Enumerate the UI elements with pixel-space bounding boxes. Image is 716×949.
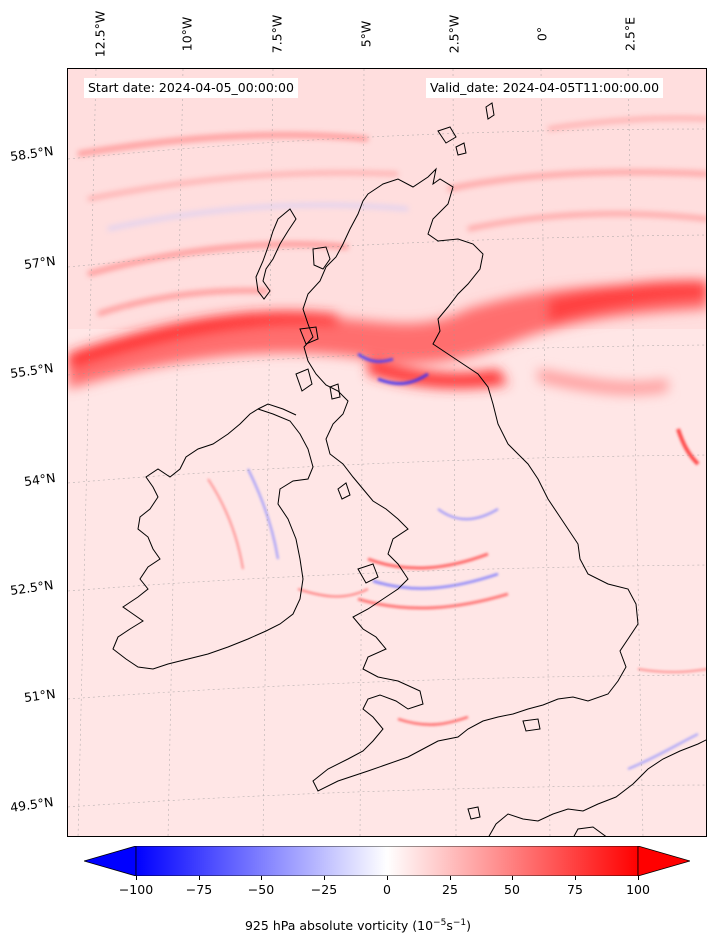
coastline: [112, 102, 706, 836]
coastline-mull: [299, 326, 319, 345]
colorbar-tickmark: [324, 876, 325, 880]
colorbar-tick-label: 25: [442, 882, 458, 897]
graticule: [68, 69, 706, 836]
coastline-france: [488, 739, 706, 836]
lon-label-2-5e: 2.5°E: [622, 16, 638, 52]
lat-label-51n: 51°N: [23, 685, 57, 706]
vorticity-band-main: [68, 280, 706, 395]
colorbar-tickmark: [387, 876, 388, 880]
vorticity-streaks-north: [77, 116, 706, 316]
coastline-channel-islands: [467, 806, 481, 820]
colorbar-tick-label: 75: [567, 882, 583, 897]
vorticity-map: [67, 68, 707, 837]
coastline-great-britain: [302, 167, 639, 792]
lon-label-7-5w: 7.5°W: [269, 14, 285, 54]
colorbar-tick-label: −100: [118, 882, 154, 897]
lat-label-52-5n: 52.5°N: [9, 577, 55, 598]
coastline-islay: [295, 368, 313, 392]
colorbar-tick-label: −25: [310, 882, 338, 897]
lat-label-55-5n: 55.5°N: [9, 360, 55, 381]
coastline-orkney: [437, 126, 457, 144]
lon-label-5w: 5°W: [358, 20, 374, 48]
colorbar-tickmark: [512, 876, 513, 880]
coastline-france-2: [573, 826, 607, 836]
coastline-shetland: [485, 102, 495, 120]
lat-label-57n: 57°N: [23, 252, 57, 273]
coastline-isle-of-wight: [522, 718, 541, 732]
lon-label-10w: 10°W: [179, 16, 195, 52]
colorbar-tickmark: [261, 876, 262, 880]
coastline-northern-ireland: [257, 403, 297, 416]
coastline-ireland: [112, 408, 314, 670]
coastline-orkney-2: [455, 142, 467, 156]
colorbar-extend-max: [637, 846, 690, 876]
colorbar-tickmark: [136, 876, 137, 880]
coastline-skye: [312, 246, 331, 270]
valid-date-label: Valid_date: 2024-04-05T11:00:00.00: [426, 78, 664, 98]
colorbar-tickmark: [638, 876, 639, 880]
lon-label-0: 0°: [534, 26, 550, 42]
coastline-anglesey: [357, 563, 379, 584]
colorbar-tick-label: 0: [383, 882, 391, 897]
vorticity-streaks-land: [207, 352, 706, 770]
colorbar-tick-label: −75: [185, 882, 213, 897]
colorbar-extend-min: [84, 846, 137, 876]
lon-label-12-5w: 12.5°W: [92, 10, 108, 58]
lat-label-54n: 54°N: [23, 469, 57, 490]
colorbar-tick-label: 50: [504, 882, 520, 897]
start-date-label: Start date: 2024-04-05_00:00:00: [84, 78, 298, 98]
colorbar-label: 925 hPa absolute vorticity (10−5s−1): [244, 918, 471, 934]
lon-label-2-5w: 2.5°W: [446, 14, 462, 54]
field-north-band: [68, 69, 706, 329]
lat-label-49-5n: 49.5°N: [9, 794, 55, 815]
colorbar-tickmark: [199, 876, 200, 880]
coastline-arran: [329, 383, 341, 400]
colorbar-tickmark: [575, 876, 576, 880]
coastline-isle-of-man: [337, 482, 351, 500]
lat-label-58-5n: 58.5°N: [9, 143, 55, 164]
colorbar-gradient: [135, 846, 639, 876]
colorbar-tick-label: −50: [247, 882, 275, 897]
coastline-hebrides: [255, 208, 297, 300]
colorbar-tickmark: [450, 876, 451, 880]
colorbar-tick-label: 100: [626, 882, 650, 897]
colorbar: [84, 846, 690, 876]
